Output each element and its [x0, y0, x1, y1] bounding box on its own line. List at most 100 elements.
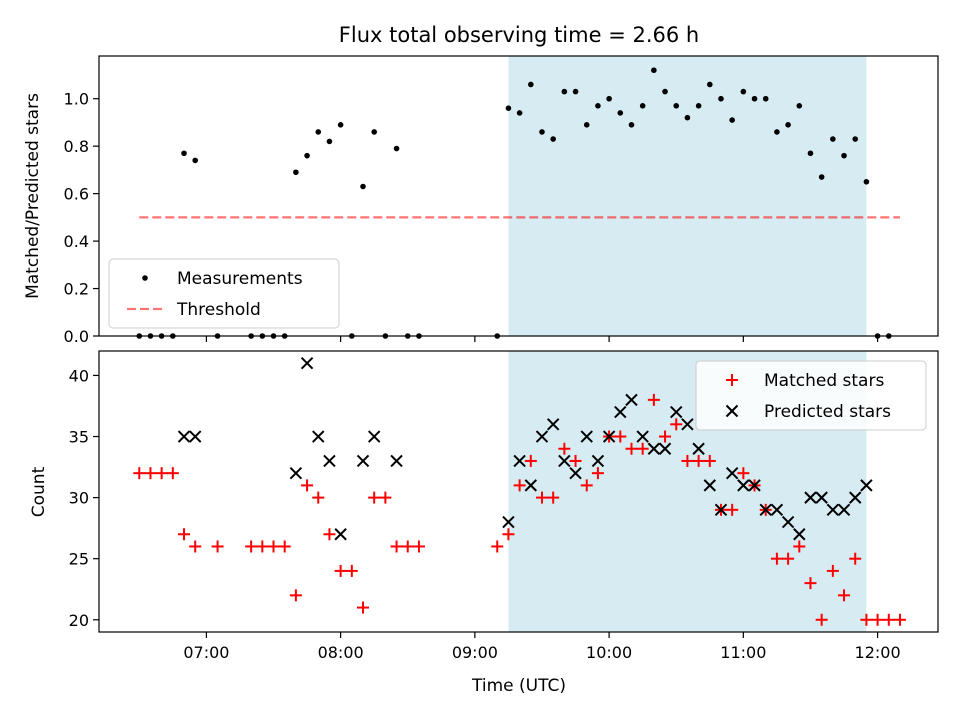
predicted-star-point: [725, 466, 739, 480]
matched-star-point: [681, 454, 694, 467]
predicted-star-point: [513, 454, 526, 468]
measurement-point: [595, 103, 601, 109]
predicted-star-point: [356, 454, 370, 468]
matched-star-point: [334, 564, 347, 577]
measurement-point: [818, 174, 825, 180]
matched-star-point: [178, 528, 191, 541]
matched-star-point: [144, 467, 157, 480]
measurement-point: [315, 129, 322, 135]
matched-star-point: [569, 454, 582, 467]
matched-star-point: [312, 491, 325, 504]
x-axis-label: Time (UTC): [471, 676, 566, 696]
matched-star-point: [245, 540, 258, 553]
legend-label: Threshold: [176, 300, 261, 320]
bottom-axes: 20 25 30 35 40 07:00 08:00 09:00 10:00 11:00 12:00: [69, 366, 901, 662]
top-y-tick-label: 0.4: [64, 232, 89, 251]
predicted-star-point: [367, 430, 381, 443]
predicted-star-point: [703, 479, 716, 492]
predicted-star-point: [860, 479, 873, 492]
legend-predicted-marker: [725, 404, 739, 418]
predicted-star-point: [390, 454, 403, 468]
measurement-point: [293, 169, 299, 176]
predicted-star-point: [580, 430, 593, 443]
matched-star-point: [345, 564, 358, 577]
matched-star-point: [659, 430, 672, 443]
matched-star-point: [502, 528, 515, 541]
matched-star-point: [793, 540, 806, 553]
x-tick-label: 10:00: [586, 643, 632, 662]
legend-box: [695, 360, 927, 431]
measurement-point: [684, 114, 691, 121]
top-shaded-region: [508, 56, 867, 336]
measurement-point: [617, 110, 624, 116]
predicted-star-point: [625, 393, 638, 407]
matched-star-point: [189, 540, 202, 553]
legend-label: Matched stars: [764, 371, 884, 391]
matched-star-point: [368, 491, 381, 504]
matched-star-point: [636, 442, 649, 455]
predicted-star-point: [524, 479, 538, 492]
measurement-point: [651, 67, 657, 74]
top-y-tick-label: 0.2: [64, 280, 89, 299]
matched-star-point: [558, 442, 571, 455]
predicted-star-point: [670, 405, 683, 419]
measurement-point: [751, 95, 758, 102]
legend-measurement-marker: [142, 275, 148, 281]
measurement-point: [830, 136, 836, 142]
top-axes: 0.0 0.2 0.4 0.6 0.8 1.0: [64, 90, 879, 346]
bottom-y-axis-label: Count: [29, 466, 49, 517]
matched-star-point: [591, 467, 604, 480]
measurement-point: [583, 122, 590, 128]
predicted-star-point: [300, 357, 314, 370]
measurement-point: [360, 183, 366, 190]
measurement-point: [505, 105, 512, 112]
predicted-star-point: [692, 442, 705, 455]
matched-star-point: [513, 479, 526, 492]
measurement-point: [762, 95, 769, 102]
measurement-point: [740, 88, 747, 95]
top-y-tick-label: 0.0: [64, 327, 89, 346]
x-tick-label: 09:00: [452, 643, 498, 662]
matched-star-point: [133, 467, 146, 480]
predicted-star-point: [546, 418, 560, 431]
predicted-star-point: [781, 515, 795, 529]
predicted-star-point: [826, 503, 840, 517]
bottom-y-tick-label: 25: [69, 550, 89, 569]
measurement-point: [192, 157, 199, 164]
matched-star-point: [267, 540, 280, 553]
legend-box: [108, 258, 340, 329]
measurement-point: [807, 150, 814, 157]
measurement-point: [528, 81, 534, 88]
predicted-star-point: [177, 430, 191, 443]
matched-star-point: [804, 577, 817, 590]
measurement-point: [628, 122, 635, 128]
matched-star-point: [860, 613, 873, 626]
predicted-star-point: [837, 503, 851, 517]
matched-star-point: [726, 503, 739, 516]
measurement-point: [852, 136, 859, 142]
predicted-star-point: [681, 418, 694, 431]
predicted-star-point: [658, 442, 672, 455]
measurement-point: [572, 88, 579, 95]
measurement-point: [695, 103, 702, 109]
matched-star-point: [871, 613, 884, 626]
predicted-star-point: [188, 430, 202, 443]
matched-star-point: [390, 540, 403, 553]
bottom-y-tick-label: 40: [69, 366, 89, 385]
matched-star-point: [357, 601, 370, 614]
matched-star-point: [256, 540, 269, 553]
matched-star-point: [323, 528, 336, 541]
matched-star-point: [670, 418, 683, 431]
measurement-point: [393, 145, 400, 152]
matched-star-point: [211, 540, 224, 553]
predicted-star-point: [502, 515, 515, 529]
matched-star-point: [625, 442, 638, 455]
matched-star-point: [770, 552, 783, 565]
measurement-point: [774, 129, 780, 135]
predicted-star-point: [569, 466, 582, 480]
predicted-star-point: [737, 479, 750, 492]
top-y-axis-label: Matched/Predicted stars: [23, 93, 43, 299]
matched-star-point: [491, 540, 504, 553]
x-tick-label: 07:00: [183, 643, 229, 662]
